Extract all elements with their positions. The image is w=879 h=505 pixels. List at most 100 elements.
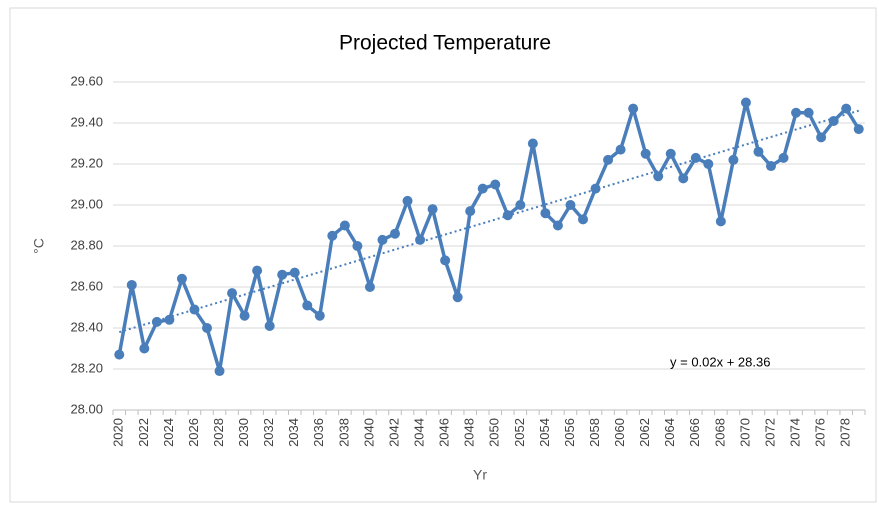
data-point (314, 310, 325, 321)
data-point (490, 179, 501, 190)
x-tick-label: 2026 (186, 418, 201, 447)
data-point (390, 228, 400, 239)
data-point (703, 159, 714, 169)
data-point (327, 230, 338, 241)
x-tick-label: 2070 (737, 418, 752, 447)
x-tick-label: 2046 (437, 418, 452, 447)
data-point (277, 269, 288, 280)
x-tick-label: 2042 (386, 418, 401, 447)
x-tick-label: 2050 (487, 418, 502, 447)
y-tick-label: 28.20 (70, 360, 103, 375)
x-tick-label: 2074 (788, 418, 803, 447)
data-point (766, 161, 776, 172)
data-point (803, 107, 814, 118)
data-point (377, 234, 388, 245)
data-point (164, 314, 175, 325)
data-point (590, 183, 601, 194)
x-tick-label: 2068 (712, 418, 727, 447)
data-point (139, 343, 150, 354)
data-point (302, 300, 313, 311)
data-point (740, 97, 751, 108)
data-point (640, 148, 651, 159)
data-point (252, 265, 263, 276)
x-tick-label: 2072 (762, 418, 777, 447)
x-tick-label: 2054 (537, 418, 552, 447)
x-tick-label: 2060 (612, 418, 627, 447)
x-tick-label: 2076 (813, 418, 828, 447)
data-point (364, 282, 375, 292)
data-point (653, 171, 664, 182)
data-point (665, 148, 676, 159)
x-tick-label: 2024 (161, 418, 176, 447)
y-tick-label: 29.40 (70, 114, 103, 129)
y-tick-label: 28.00 (70, 401, 103, 416)
data-point (176, 273, 187, 284)
data-point (477, 183, 488, 194)
data-point (678, 173, 689, 184)
data-point (816, 132, 827, 143)
x-tick-label: 2052 (512, 418, 527, 447)
data-point (114, 349, 125, 360)
data-point (540, 208, 551, 219)
data-point (202, 323, 212, 333)
data-point (239, 310, 250, 321)
data-point (189, 304, 200, 315)
data-point (151, 316, 162, 327)
data-point (841, 103, 852, 114)
data-point (440, 255, 451, 266)
x-tick-label: 2028 (211, 418, 226, 447)
x-tick-label: 2044 (412, 418, 427, 447)
x-tick-label: 2020 (111, 418, 126, 447)
x-tick-label: 2040 (361, 418, 376, 447)
data-point (214, 366, 225, 377)
data-point (552, 220, 563, 231)
y-tick-label: 28.80 (70, 237, 103, 252)
x-tick-label: 2066 (687, 418, 702, 447)
data-point (578, 214, 588, 225)
data-point (352, 241, 363, 251)
x-axis-label: Yr (473, 467, 487, 483)
data-point (427, 204, 438, 215)
y-tick-label: 29.00 (70, 196, 103, 211)
data-point (791, 107, 802, 118)
trendline-label: y = 0.02x + 28.36 (670, 354, 770, 369)
data-point (126, 279, 137, 290)
data-point (527, 138, 538, 149)
x-tick-label: 2064 (662, 418, 677, 447)
chart-title: Projected Temperature (339, 32, 551, 55)
data-point (227, 288, 238, 299)
x-tick-label: 2078 (838, 418, 853, 447)
data-point (339, 220, 350, 231)
y-tick-label: 28.40 (70, 319, 103, 334)
data-point (715, 216, 726, 227)
y-axis-label: °C (31, 238, 47, 254)
data-point (690, 152, 701, 163)
data-point (264, 320, 275, 331)
data-point (465, 206, 476, 217)
data-point (853, 124, 864, 135)
trendline (118, 109, 860, 334)
data-point (828, 115, 839, 126)
data-point (402, 195, 413, 206)
data-point (753, 146, 764, 157)
x-tick-label: 2034 (286, 418, 301, 447)
data-point (603, 154, 614, 165)
x-tick-label: 2032 (261, 418, 276, 447)
x-tick-label: 2036 (311, 418, 326, 447)
y-tick-label: 29.20 (70, 155, 103, 170)
x-tick-label: 2030 (236, 418, 251, 447)
data-point (778, 152, 789, 163)
x-tick-label: 2058 (587, 418, 602, 447)
x-tick-label: 2022 (136, 418, 151, 447)
y-tick-label: 29.60 (70, 73, 103, 88)
y-tick-label: 28.60 (70, 278, 103, 293)
data-point (289, 267, 300, 278)
x-tick-label: 2048 (462, 418, 477, 447)
x-tick-label: 2056 (562, 418, 577, 447)
data-point (515, 200, 526, 210)
data-point (628, 103, 639, 114)
data-point (452, 292, 463, 303)
x-tick-label: 2038 (336, 418, 351, 447)
data-point (615, 144, 626, 155)
